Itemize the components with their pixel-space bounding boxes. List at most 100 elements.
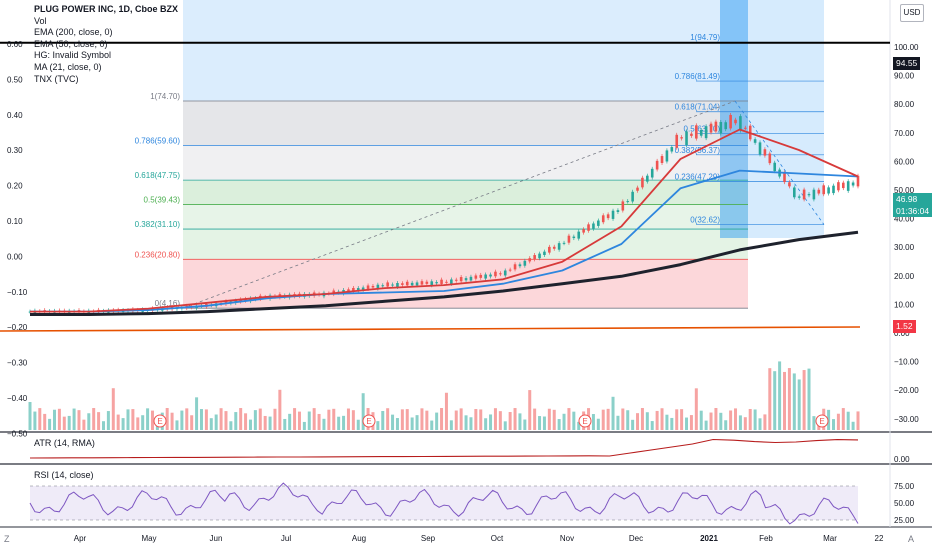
legend-tnx[interactable]: TNX (TVC) <box>34 73 79 84</box>
candle-body <box>851 182 855 186</box>
candle-body <box>606 214 610 219</box>
volume-bar <box>577 421 581 430</box>
x-axis-tick: 22 <box>875 534 884 543</box>
fib-level-label: 0.382(31.10) <box>135 220 181 229</box>
volume-bar <box>273 408 277 430</box>
candle-body <box>494 271 497 277</box>
left-axis-tick: 0.00 <box>7 252 23 261</box>
candle-body <box>440 279 443 284</box>
earnings-marker <box>153 414 167 428</box>
volume-bar <box>631 419 635 430</box>
candle-body <box>464 278 468 281</box>
earnings-marker <box>362 414 376 428</box>
candle-body <box>552 246 556 249</box>
volume-bar <box>459 408 463 430</box>
legend-volume[interactable]: Vol <box>34 15 47 26</box>
fib-small-label: 0.786(81.49) <box>675 72 721 81</box>
volume-bar <box>415 415 419 430</box>
candle-body <box>636 187 639 191</box>
volume-bar <box>317 413 321 430</box>
volume-bar <box>538 416 542 430</box>
volume-bar <box>479 409 483 430</box>
candle-body <box>572 236 576 239</box>
earnings-marker <box>815 414 829 428</box>
volume-bar <box>591 414 595 430</box>
fib-level-label: 0.618(47.75) <box>135 171 181 180</box>
volume-bar <box>391 414 395 430</box>
candle-body <box>626 201 630 203</box>
candle-body <box>592 223 595 229</box>
volume-bar <box>229 421 233 430</box>
left-axis-tick: −0.30 <box>7 359 28 368</box>
volume-bar <box>410 417 414 430</box>
volume-bar <box>248 419 252 430</box>
legend-hg[interactable]: HG: Invalid Symbol <box>34 50 112 61</box>
x-axis-tick: Mar <box>823 534 837 543</box>
volume-bar <box>704 420 708 430</box>
volume-bar <box>709 412 713 430</box>
candle-body <box>724 122 728 130</box>
volume-bar <box>449 420 453 430</box>
volume-bar <box>616 415 620 430</box>
candle-body <box>685 131 688 146</box>
fib-small-label: 1(94.79) <box>690 33 720 42</box>
volume-bar <box>493 408 497 430</box>
candle-body <box>391 284 394 286</box>
right-axis-tick: 40.00 <box>894 215 915 224</box>
volume-bar <box>185 408 189 430</box>
ma21-line <box>30 128 859 313</box>
candle-body <box>469 276 473 281</box>
volume-bar <box>219 408 223 430</box>
x-axis-tick: Oct <box>491 534 504 543</box>
x-axis-tick: Nov <box>560 534 574 543</box>
x-axis-tick: Apr <box>74 534 87 543</box>
volume-bar <box>101 421 105 430</box>
volume-bar <box>62 416 66 430</box>
legend-ema200[interactable]: EMA (200, close, 0) <box>34 27 113 38</box>
volume-bar <box>513 408 517 430</box>
volume-bar <box>567 408 571 430</box>
candle-body <box>601 215 605 223</box>
volume-bar <box>660 408 664 430</box>
left-axis-tick: 0.40 <box>7 111 23 120</box>
right-axis-tick: 0.00 <box>894 329 910 338</box>
x-axis-tick: May <box>141 534 156 543</box>
volume-bar <box>547 408 551 430</box>
candle-body <box>376 284 380 289</box>
legend-ma21[interactable]: MA (21, close, 0) <box>34 61 102 72</box>
legend-ema50[interactable]: EMA (50, close, 0) <box>34 38 108 49</box>
date-range-highlight-dark <box>720 0 748 238</box>
volume-bar <box>77 410 81 430</box>
rsi-pane-label[interactable]: RSI (14, close) <box>34 470 94 480</box>
volume-bar <box>297 411 301 430</box>
volume-bar <box>268 416 272 430</box>
candle-body <box>597 220 600 226</box>
volume-bar <box>729 410 733 430</box>
volume-bar <box>611 396 615 430</box>
left-axis-tick: 0.10 <box>7 217 23 226</box>
legend-symbol[interactable]: PLUG POWER INC, 1D, Cboe BZX <box>34 4 179 14</box>
volume-bar <box>72 408 76 430</box>
volume-bar <box>283 418 287 430</box>
volume-bar <box>724 420 728 430</box>
candle-body <box>695 125 698 139</box>
candle-body <box>347 289 350 292</box>
volume-bar <box>288 413 292 430</box>
rsi-axis-tick: 75.00 <box>894 482 915 491</box>
volume-bar <box>518 413 522 430</box>
left-axis-tick: −0.20 <box>7 323 28 332</box>
candle-body <box>396 283 399 288</box>
atr-pane-label[interactable]: ATR (14, RMA) <box>34 438 95 448</box>
candle-body <box>361 287 365 290</box>
volume-bar <box>851 421 855 430</box>
auto-scale-toggle[interactable]: A <box>908 534 915 544</box>
candle-body <box>381 285 385 287</box>
currency-button[interactable]: USD <box>900 4 924 22</box>
candle-body <box>528 258 532 262</box>
volume-bar <box>28 402 32 430</box>
volume-bar <box>670 417 674 430</box>
zoom-toggle[interactable]: Z <box>4 534 10 544</box>
volume-bar <box>440 408 444 430</box>
